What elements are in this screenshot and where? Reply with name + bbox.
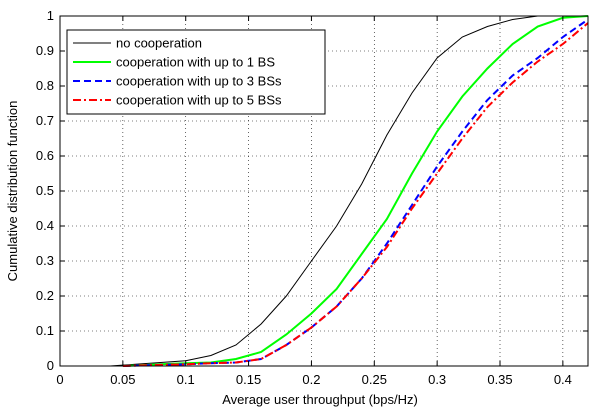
series-lines bbox=[110, 15, 589, 367]
x-tick-label: 0.1 bbox=[177, 372, 195, 387]
series-line-1 bbox=[110, 15, 588, 367]
x-tick-label: 0.2 bbox=[302, 372, 320, 387]
y-tick-label: 0.4 bbox=[36, 218, 54, 233]
y-tick-label: 0.9 bbox=[36, 43, 54, 58]
legend-label-3: cooperation with up to 3 BSs bbox=[116, 74, 282, 89]
series-line-4 bbox=[122, 22, 589, 367]
y-tick-label: 0.3 bbox=[36, 253, 54, 268]
x-tick-label: 0.25 bbox=[362, 372, 387, 387]
x-tick-label: 0.35 bbox=[487, 372, 512, 387]
x-tick-labels: 0 0.05 0.1 0.15 0.2 0.25 0.3 0.35 0.4 bbox=[56, 372, 572, 387]
y-tick-label: 0.8 bbox=[36, 78, 54, 93]
y-axis-label: Cumulative distribution function bbox=[5, 101, 20, 282]
x-tick-label: 0.15 bbox=[236, 372, 261, 387]
y-tick-label: 0.7 bbox=[36, 113, 54, 128]
legend-label-2: cooperation with up to 1 BS bbox=[116, 55, 275, 70]
x-axis-label: Average user throughput (bps/Hz) bbox=[222, 392, 418, 407]
y-tick-label: 0.5 bbox=[36, 183, 54, 198]
legend-label-4: cooperation with up to 5 BSs bbox=[116, 93, 282, 108]
x-tick-label: 0 bbox=[56, 372, 63, 387]
y-tick-labels: 0 0.1 0.2 0.3 0.4 0.5 0.6 0.7 0.8 0.9 1 bbox=[36, 8, 54, 373]
legend: no cooperation cooperation with up to 1 B… bbox=[66, 29, 326, 115]
legend-label-1: no cooperation bbox=[116, 36, 202, 51]
x-tick-label: 0.4 bbox=[554, 372, 572, 387]
y-tick-label: 0 bbox=[47, 358, 54, 373]
y-tick-label: 0.6 bbox=[36, 148, 54, 163]
x-tick-label: 0.05 bbox=[110, 372, 135, 387]
tick-marks bbox=[59, 15, 588, 367]
y-tick-label: 1 bbox=[47, 8, 54, 23]
y-tick-label: 0.2 bbox=[36, 288, 54, 303]
x-tick-label: 0.3 bbox=[428, 372, 446, 387]
y-tick-label: 0.1 bbox=[36, 323, 54, 338]
